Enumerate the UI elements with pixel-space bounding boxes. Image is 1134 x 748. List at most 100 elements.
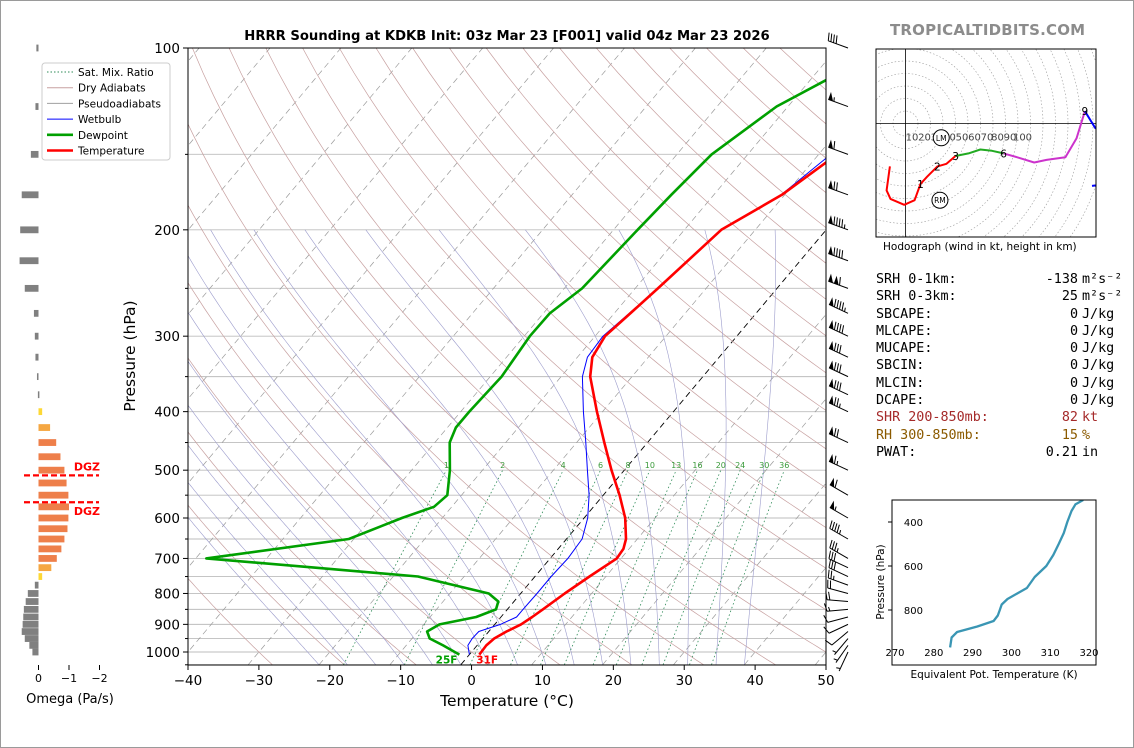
dgz-label: DGZ bbox=[74, 505, 100, 518]
y-axis-label: Pressure (hPa) bbox=[121, 300, 139, 411]
hodograph-motion-marker bbox=[932, 129, 950, 147]
hodograph-km-label: 1 bbox=[917, 179, 924, 191]
sounding-indices: SRH 0-1km: -138 m²s⁻² SRH 0-3km: 25 m²s⁻² SB… bbox=[876, 271, 1122, 461]
mixing-ratio-label: 16 bbox=[692, 461, 702, 470]
barb-staff bbox=[828, 347, 849, 358]
omega-bar bbox=[24, 284, 39, 292]
wind-barb bbox=[827, 32, 849, 49]
omega-bar bbox=[23, 605, 39, 613]
x-tick-label: 10 bbox=[534, 673, 551, 689]
barb-staff bbox=[828, 304, 849, 314]
barb-flag bbox=[838, 249, 841, 258]
y-tick-label: 500 bbox=[154, 463, 180, 479]
omega-bar bbox=[33, 309, 39, 317]
index-dcape: DCAPE: 0 J/kg bbox=[876, 393, 1115, 409]
barb-pennant bbox=[828, 297, 834, 307]
mixing-ratio-line bbox=[404, 470, 504, 665]
omega-bar bbox=[38, 535, 65, 543]
barb-pennant bbox=[828, 139, 833, 149]
theta-e-plot bbox=[948, 500, 1084, 648]
barb-pennant bbox=[828, 378, 834, 388]
barb-half-flag bbox=[844, 307, 846, 312]
barb-staff bbox=[827, 616, 849, 623]
wind-barb bbox=[828, 139, 849, 155]
barb-staff bbox=[828, 567, 849, 577]
dry-adiabat-line bbox=[188, 357, 489, 665]
index-mlcin: MLCIN: 0 J/kg bbox=[876, 375, 1115, 391]
barb-pennant bbox=[828, 426, 834, 436]
omega-bar bbox=[38, 491, 69, 499]
isotherm-line bbox=[602, 398, 826, 665]
barb-flag bbox=[838, 364, 842, 373]
omega-bar bbox=[38, 466, 65, 474]
omega-bar bbox=[38, 525, 68, 533]
barb-flag bbox=[833, 561, 837, 571]
barb-flag bbox=[831, 521, 835, 531]
wind-barb bbox=[828, 215, 849, 231]
barb-pennant bbox=[828, 395, 834, 405]
barb-pennant bbox=[828, 360, 834, 370]
mixing-ratio-line bbox=[343, 470, 447, 665]
wind-barb bbox=[828, 378, 849, 396]
hodograph-ring-label: 80 bbox=[991, 133, 1004, 144]
omega-bar bbox=[38, 453, 61, 461]
omega-panel: DGZ DGZ 0 −1 −2 Omega (Pa/s) bbox=[19, 44, 114, 707]
omega-bar bbox=[19, 257, 39, 265]
barb-flag bbox=[828, 559, 832, 568]
mixing-ratio-label: 36 bbox=[779, 461, 789, 470]
barb-flag bbox=[841, 250, 844, 259]
omega-bar bbox=[38, 573, 43, 580]
dry-adiabat-line bbox=[412, 48, 826, 450]
omega-bar bbox=[20, 226, 39, 234]
x-axis-label: Temperature (°C) bbox=[439, 692, 574, 710]
pseudoadiabat-line bbox=[704, 229, 727, 665]
y-tick-label: 300 bbox=[154, 329, 180, 345]
barb-staff bbox=[829, 507, 849, 519]
index-sbcape: SBCAPE: 0 J/kg bbox=[876, 306, 1115, 322]
barb-staff bbox=[838, 651, 849, 672]
barb-flag bbox=[841, 219, 844, 228]
hodograph-trace bbox=[1003, 110, 1086, 164]
barb-staff bbox=[828, 558, 849, 569]
barb-staff bbox=[829, 528, 849, 540]
y-tick-label: 600 bbox=[154, 511, 180, 527]
omega-bar bbox=[38, 514, 69, 522]
dry-adiabat-line bbox=[559, 48, 826, 300]
dry-adiabat-line bbox=[192, 48, 776, 665]
theta-e-panel: 270 280 290 300 310 320 400 600 800 Equivalent Po… bbox=[875, 499, 1099, 681]
wind-barb bbox=[828, 341, 849, 358]
barb-flag bbox=[841, 302, 845, 311]
dry-adiabat-line bbox=[449, 48, 826, 411]
mixing-ratio-line bbox=[540, 470, 629, 665]
barb-half-flag bbox=[834, 506, 837, 511]
hodograph-plot: 10203040506070809010012369LMRM bbox=[876, 49, 1096, 237]
index-rh: RH 300-850mb: 15% bbox=[876, 427, 1091, 443]
hodograph-ring-label: 70 bbox=[981, 133, 994, 144]
theta-e-x-tick-label: 300 bbox=[1002, 648, 1021, 659]
barb-flag bbox=[834, 523, 838, 532]
barb-flag bbox=[838, 345, 842, 354]
barb-flag bbox=[836, 248, 838, 257]
skewt-background bbox=[188, 48, 826, 665]
x-tick-label: 50 bbox=[817, 673, 834, 689]
hodograph-trace bbox=[1084, 110, 1096, 187]
barb-staff bbox=[828, 367, 849, 378]
barb-flag bbox=[833, 380, 837, 389]
omega-bar bbox=[38, 503, 69, 511]
x-tick-label: −20 bbox=[316, 673, 345, 689]
x-tick-label: 30 bbox=[676, 673, 693, 689]
barb-half-flag bbox=[833, 658, 838, 661]
omega-bar bbox=[38, 424, 51, 431]
omega-bar bbox=[34, 332, 39, 340]
temperature-profile bbox=[478, 160, 826, 656]
mixing-ratio-line bbox=[689, 470, 765, 665]
barb-flag bbox=[831, 551, 834, 561]
hodograph-km-label: 2 bbox=[934, 161, 941, 173]
index-pwat: PWAT: 0.21 in bbox=[876, 444, 1099, 460]
wind-barb bbox=[825, 591, 849, 603]
barb-half-flag bbox=[838, 403, 841, 408]
barb-staff bbox=[834, 638, 849, 655]
mixing-ratio-label: 13 bbox=[671, 461, 681, 470]
barb-staff bbox=[827, 608, 849, 612]
